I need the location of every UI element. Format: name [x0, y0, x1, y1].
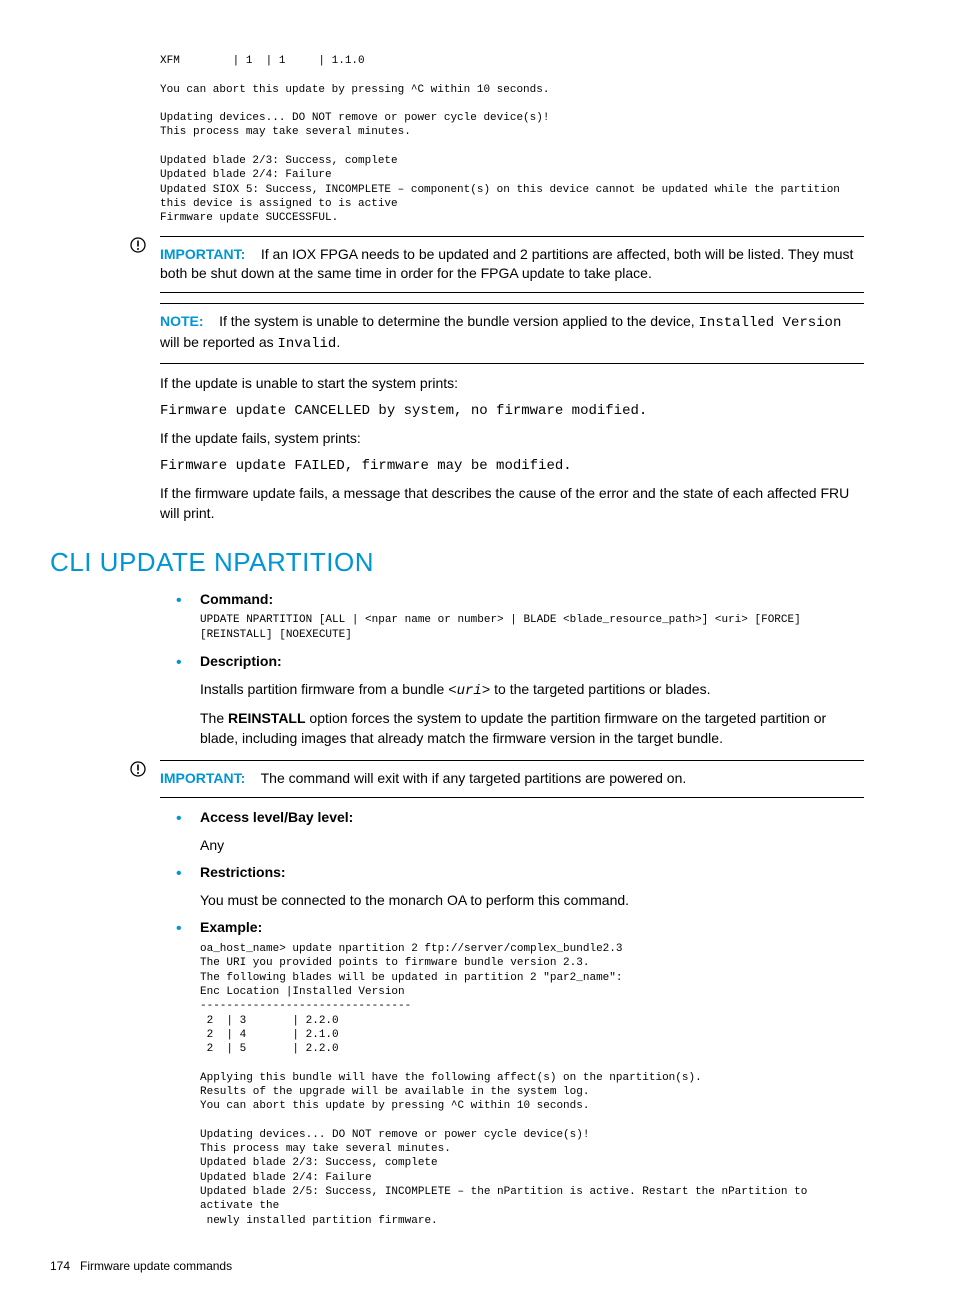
important-text: If an IOX FPGA needs to be updated and 2…: [160, 246, 853, 282]
note-text-mid: will be reported as: [160, 334, 278, 350]
note-text-end: .: [336, 334, 340, 350]
access-head: Access level/Bay level:: [200, 808, 864, 828]
example-head: Example:: [200, 918, 864, 938]
bullet-list-2: Access level/Bay level: Any Restrictions…: [160, 808, 864, 1228]
note-mono-1: Installed Version: [699, 315, 842, 331]
important-icon: [130, 761, 146, 783]
note-admonition-1: NOTE: If the system is unable to determi…: [160, 303, 864, 364]
bullet-description: Description: Installs partition firmware…: [160, 652, 864, 748]
reinstall-bold: REINSTALL: [228, 710, 306, 726]
description-p1: Installs partition firmware from a bundl…: [200, 680, 864, 702]
section-body: Command: UPDATE NPARTITION [ALL | <npar …: [160, 590, 864, 1228]
paragraph-1: If the update is unable to start the sys…: [160, 374, 864, 394]
mono-line-2: Firmware update FAILED, firmware may be …: [160, 457, 864, 477]
important-label-2: IMPORTANT:: [160, 770, 245, 786]
page-content: XFM | 1 | 1 | 1.1.0 You can abort this u…: [160, 54, 864, 524]
mono-line-1: Firmware update CANCELLED by system, no …: [160, 402, 864, 422]
section-heading: CLI UPDATE NPARTITION: [50, 544, 864, 580]
note-label: NOTE:: [160, 313, 204, 329]
bullet-example: Example: oa_host_name> update npartition…: [160, 918, 864, 1228]
important-label: IMPORTANT:: [160, 246, 245, 262]
access-body: Any: [200, 836, 864, 856]
description-head: Description:: [200, 652, 864, 672]
code-block-top: XFM | 1 | 1 | 1.1.0 You can abort this u…: [160, 54, 864, 226]
important-admonition-2: IMPORTANT: The command will exit with if…: [160, 760, 864, 798]
uri-mono: <uri>: [448, 683, 490, 699]
note-mono-2: Invalid: [278, 336, 337, 352]
restrictions-head: Restrictions:: [200, 863, 864, 883]
bullet-command: Command: UPDATE NPARTITION [ALL | <npar …: [160, 590, 864, 642]
description-p2: The REINSTALL option forces the system t…: [200, 709, 864, 748]
note-text-pre: If the system is unable to determine the…: [219, 313, 698, 329]
important-admonition-1: IMPORTANT: If an IOX FPGA needs to be up…: [160, 236, 864, 293]
restrictions-body: You must be connected to the monarch OA …: [200, 891, 864, 911]
page-footer: 174 Firmware update commands: [50, 1258, 864, 1275]
important-text-2: The command will exit with if any target…: [261, 770, 687, 786]
important-icon: [130, 237, 146, 259]
example-code: oa_host_name> update npartition 2 ftp://…: [200, 942, 864, 1228]
command-code: UPDATE NPARTITION [ALL | <npar name or n…: [200, 613, 864, 642]
paragraph-2: If the update fails, system prints:: [160, 429, 864, 449]
bullet-list: Command: UPDATE NPARTITION [ALL | <npar …: [160, 590, 864, 749]
command-head: Command:: [200, 590, 864, 610]
bullet-restrictions: Restrictions: You must be connected to t…: [160, 863, 864, 910]
paragraph-3: If the firmware update fails, a message …: [160, 484, 864, 523]
bullet-access: Access level/Bay level: Any: [160, 808, 864, 855]
